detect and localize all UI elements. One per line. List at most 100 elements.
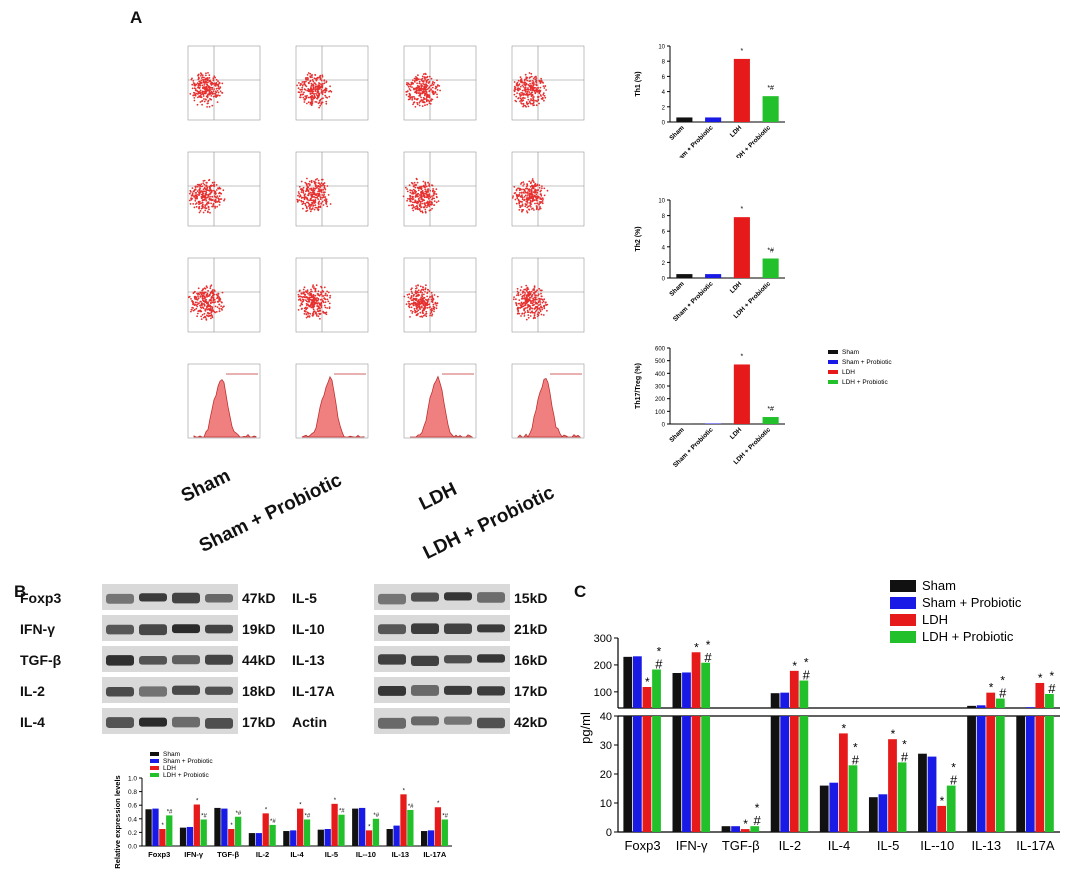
scatter-event: [424, 92, 427, 95]
scatter-event: [515, 193, 518, 196]
scatter-event: [205, 72, 207, 75]
scatter-event: [300, 83, 303, 85]
bar: [235, 816, 242, 846]
significance-label: #: [1048, 681, 1056, 696]
scatter-event: [420, 192, 422, 194]
scatter-event: [303, 296, 306, 299]
flow-plot-frame: [295, 257, 369, 333]
y-tick-label: 8: [662, 214, 666, 220]
scatter-event: [432, 81, 434, 83]
bar-lower-segment: [995, 716, 1005, 832]
scatter-event: [529, 101, 531, 104]
y-tick-label: 0: [662, 423, 666, 429]
bar: [317, 829, 324, 846]
flow-plot-frame: [403, 257, 477, 333]
scatter-event: [532, 207, 534, 210]
scatter-event: [306, 197, 309, 200]
scatter-event: [202, 180, 205, 182]
bar: [733, 217, 750, 278]
scatter-event: [314, 204, 317, 206]
scatter-event: [199, 210, 202, 212]
scatter-event: [416, 91, 418, 94]
scatter-event: [528, 290, 531, 293]
scatter-event: [196, 301, 198, 304]
scatter-event: [310, 296, 313, 299]
scatter-event: [420, 195, 422, 197]
scatter-event: [213, 88, 215, 90]
scatter-event: [533, 289, 535, 291]
scatter-event: [193, 99, 196, 102]
scatter-event: [533, 191, 536, 194]
significance-label: *: [230, 823, 233, 829]
blot-strip: [374, 677, 510, 703]
scatter-event: [223, 198, 226, 200]
scatter-event: [525, 297, 527, 299]
scatter-event: [426, 295, 428, 298]
scatter-event: [320, 92, 323, 94]
bar: [762, 96, 779, 122]
scatter-event: [426, 301, 429, 304]
significance-label: *#: [270, 819, 276, 825]
scatter-event: [432, 83, 435, 86]
scatter-event: [516, 81, 519, 84]
y-tick-label: 0.0: [128, 844, 137, 851]
scatter-event: [538, 203, 540, 206]
scatter-event: [313, 189, 316, 192]
scatter-event: [218, 187, 220, 190]
scatter-event: [538, 307, 541, 309]
scatter-event: [320, 101, 323, 104]
scatter-event: [543, 298, 546, 301]
scatter-event: [540, 189, 542, 192]
scatter-event: [527, 314, 530, 316]
bar: [186, 826, 194, 846]
scatter-event: [322, 89, 325, 92]
scatter-event: [520, 286, 523, 288]
scatter-event: [424, 72, 427, 75]
scatter-event: [211, 86, 214, 89]
scatter-event: [420, 96, 422, 99]
blot-strip: [102, 615, 238, 641]
bar: [632, 656, 642, 708]
scatter-event: [430, 88, 432, 91]
scatter-event: [518, 92, 521, 95]
scatter-event: [313, 208, 316, 211]
scatter-event: [204, 78, 207, 81]
significance-label: *: [741, 206, 744, 213]
scatter-event: [532, 180, 534, 182]
significance-label: *: [694, 640, 699, 654]
y-tick-label: 6: [662, 75, 666, 81]
blot-band: [205, 686, 233, 695]
scatter-event: [427, 200, 429, 203]
scatter-event: [521, 210, 523, 213]
scatter-event: [414, 186, 417, 189]
scatter-event: [409, 303, 411, 306]
scatter-event: [417, 300, 419, 302]
scatter-event: [523, 296, 526, 298]
scatter-event: [210, 314, 213, 316]
scatter-event: [421, 202, 423, 205]
scatter-event: [195, 307, 198, 310]
scatter-event: [429, 314, 431, 317]
scatter-event: [301, 301, 304, 303]
scatter-event: [423, 305, 426, 307]
scatter-event: [308, 305, 311, 308]
significance-label: *: [741, 353, 744, 360]
scatter-event: [545, 89, 547, 91]
scatter-event: [528, 298, 530, 301]
scatter-event: [516, 308, 519, 310]
scatter-event: [527, 304, 529, 307]
scatter-event: [436, 93, 438, 96]
scatter-event: [411, 192, 413, 195]
scatter-event: [419, 285, 422, 288]
scatter-event: [424, 287, 427, 290]
legend-entry: Sham + Probiotic: [163, 758, 213, 765]
scatter-event: [421, 105, 424, 107]
flow-plot-canvas: [187, 363, 261, 439]
scatter-event: [307, 202, 310, 205]
scatter-event: [526, 210, 528, 212]
scatter-event: [319, 186, 321, 188]
bar: [740, 829, 750, 832]
scatter-event: [538, 208, 540, 211]
scatter-event: [219, 90, 222, 93]
scatter-event: [193, 196, 196, 198]
